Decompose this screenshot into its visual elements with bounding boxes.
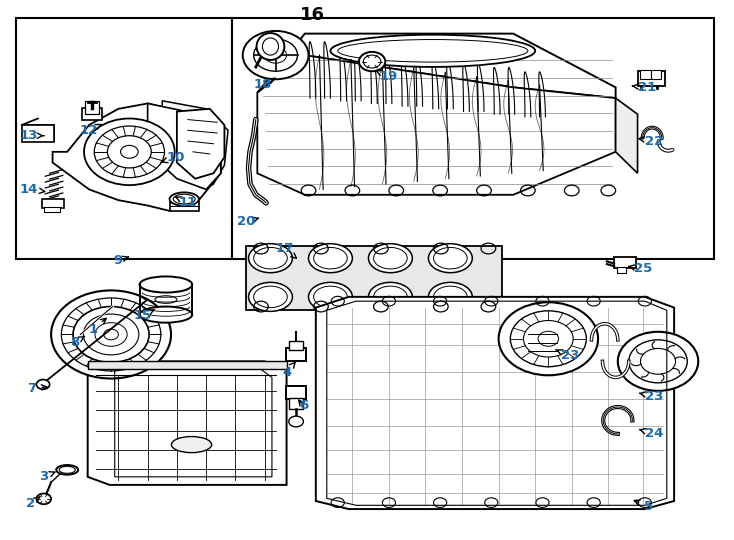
Polygon shape xyxy=(53,104,221,211)
Text: 16: 16 xyxy=(299,6,324,24)
Bar xyxy=(614,256,636,268)
Bar xyxy=(638,71,665,86)
Text: 25: 25 xyxy=(628,262,653,275)
Circle shape xyxy=(37,380,50,389)
Text: 22: 22 xyxy=(639,134,664,147)
Bar xyxy=(288,341,303,349)
Bar xyxy=(617,267,626,273)
Bar xyxy=(23,125,54,141)
Text: 20: 20 xyxy=(237,215,258,228)
Text: 11: 11 xyxy=(175,197,197,210)
Polygon shape xyxy=(316,297,674,509)
Ellipse shape xyxy=(429,282,472,312)
Polygon shape xyxy=(162,101,228,192)
Ellipse shape xyxy=(368,282,413,312)
Bar xyxy=(286,348,306,361)
Circle shape xyxy=(37,494,51,504)
Circle shape xyxy=(243,31,308,79)
Bar xyxy=(288,398,303,409)
Ellipse shape xyxy=(249,244,292,273)
Bar xyxy=(81,108,102,119)
Text: 5: 5 xyxy=(634,500,653,513)
Ellipse shape xyxy=(170,192,199,206)
Bar xyxy=(170,198,199,211)
Ellipse shape xyxy=(308,282,352,312)
Circle shape xyxy=(51,291,171,379)
Text: 12: 12 xyxy=(80,124,101,137)
Circle shape xyxy=(288,416,303,427)
Text: 19: 19 xyxy=(377,70,398,83)
Circle shape xyxy=(359,52,385,71)
Text: 2: 2 xyxy=(26,497,40,510)
Ellipse shape xyxy=(330,35,535,67)
Text: 1: 1 xyxy=(88,319,106,335)
Bar xyxy=(641,70,651,79)
Ellipse shape xyxy=(429,244,472,273)
Circle shape xyxy=(84,118,175,185)
Text: 7: 7 xyxy=(28,382,47,395)
Bar xyxy=(16,17,232,259)
Text: 15: 15 xyxy=(134,309,154,322)
Polygon shape xyxy=(22,125,54,142)
Bar xyxy=(87,361,286,369)
Polygon shape xyxy=(258,33,616,98)
Text: 18: 18 xyxy=(254,78,275,91)
Text: 21: 21 xyxy=(632,81,656,94)
Text: 13: 13 xyxy=(20,129,44,142)
Text: 4: 4 xyxy=(282,362,296,379)
Bar xyxy=(286,386,306,399)
Ellipse shape xyxy=(257,33,284,60)
Ellipse shape xyxy=(249,282,292,312)
Text: 14: 14 xyxy=(20,183,45,196)
Bar xyxy=(84,101,99,114)
Bar xyxy=(26,127,48,137)
Polygon shape xyxy=(87,361,286,485)
Polygon shape xyxy=(148,104,221,190)
Circle shape xyxy=(618,332,698,391)
Polygon shape xyxy=(258,55,616,195)
Ellipse shape xyxy=(368,244,413,273)
Ellipse shape xyxy=(139,276,192,293)
Ellipse shape xyxy=(57,465,78,475)
Polygon shape xyxy=(247,246,502,310)
Bar xyxy=(44,207,60,212)
Text: 6: 6 xyxy=(299,400,308,413)
Text: 23: 23 xyxy=(556,349,579,362)
Ellipse shape xyxy=(172,436,211,453)
Text: 24: 24 xyxy=(639,427,664,440)
Polygon shape xyxy=(177,109,225,179)
Text: 8: 8 xyxy=(70,336,84,349)
Polygon shape xyxy=(616,98,638,173)
Bar xyxy=(42,199,64,208)
Bar xyxy=(520,313,568,356)
Circle shape xyxy=(498,302,598,375)
Bar xyxy=(232,17,714,259)
Text: 17: 17 xyxy=(276,242,297,258)
Text: 9: 9 xyxy=(114,254,128,267)
Bar xyxy=(651,70,661,79)
Text: 23: 23 xyxy=(639,390,664,403)
Text: 3: 3 xyxy=(39,470,55,483)
Ellipse shape xyxy=(139,307,192,322)
Ellipse shape xyxy=(308,244,352,273)
Text: 10: 10 xyxy=(161,151,185,164)
